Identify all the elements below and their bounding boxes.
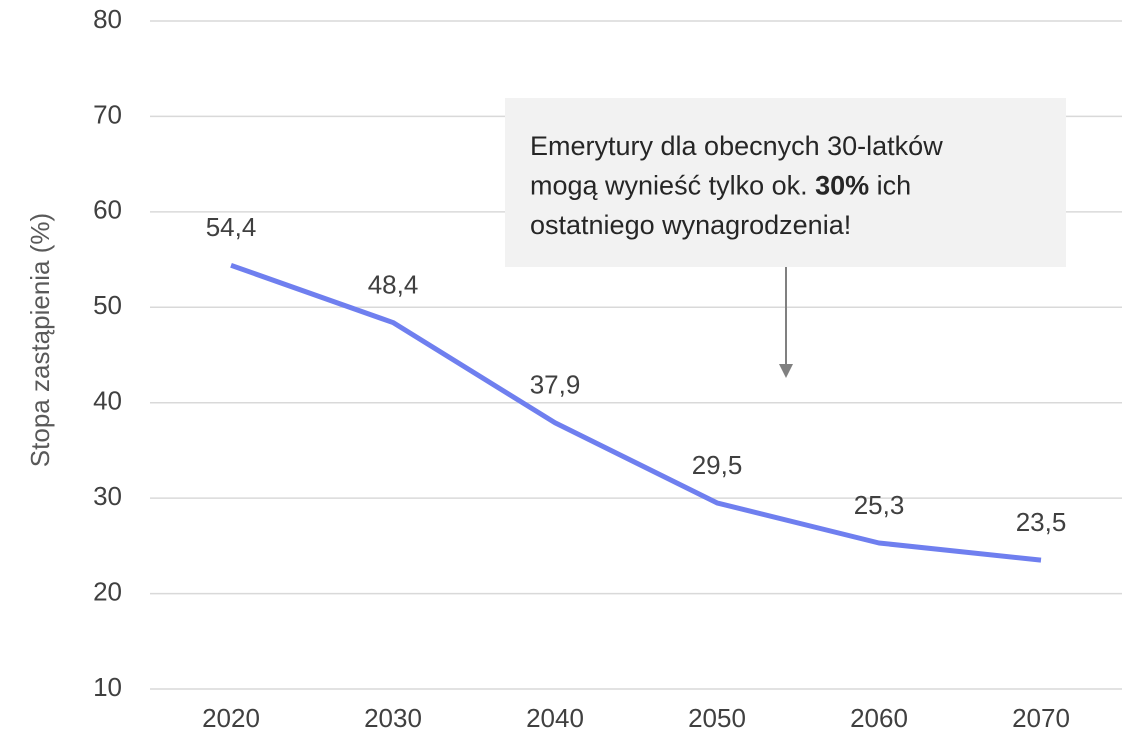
annotation-segment: ich xyxy=(869,171,911,201)
y-tick-label: 70 xyxy=(93,99,122,129)
data-label: 37,9 xyxy=(530,370,581,400)
line-series xyxy=(230,262,1042,563)
annotation-text: Emerytury dla obecnych 30-latków xyxy=(530,131,943,161)
annotation-text: ostatniego wynagrodzenia! xyxy=(530,210,851,240)
annotation-segment: 30% xyxy=(815,171,869,201)
y-tick-label: 30 xyxy=(93,481,122,511)
annotation-arrowhead xyxy=(779,364,793,378)
x-tick-label: 2040 xyxy=(526,703,584,733)
annotation-box xyxy=(505,98,1066,267)
annotation-segment: Emerytury dla obecnych 30-latków xyxy=(530,131,943,161)
data-label: 48,4 xyxy=(368,269,419,299)
y-tick-label: 60 xyxy=(93,195,122,225)
x-tick-label: 2020 xyxy=(202,703,260,733)
annotation-text: mogą wynieść tylko ok. 30% ich xyxy=(530,171,911,201)
y-tick-label: 20 xyxy=(93,576,122,606)
y-tick-label: 80 xyxy=(93,4,122,34)
annotation-segment: mogą wynieść tylko ok. xyxy=(530,171,815,201)
data-label: 29,5 xyxy=(692,450,743,480)
y-tick-label: 10 xyxy=(93,672,122,702)
x-tick-label: 2070 xyxy=(1012,703,1070,733)
y-tick-label: 40 xyxy=(93,386,122,416)
data-label: 54,4 xyxy=(206,212,257,242)
data-label: 25,3 xyxy=(854,490,905,520)
y-axis-label: Stopa zastąpienia (%) xyxy=(25,213,55,467)
x-tick-label: 2030 xyxy=(364,703,422,733)
annotation-segment: ostatniego wynagrodzenia! xyxy=(530,210,851,240)
y-tick-label: 50 xyxy=(93,290,122,320)
data-label: 23,5 xyxy=(1016,507,1067,537)
x-tick-label: 2050 xyxy=(688,703,746,733)
x-tick-label: 2060 xyxy=(850,703,908,733)
